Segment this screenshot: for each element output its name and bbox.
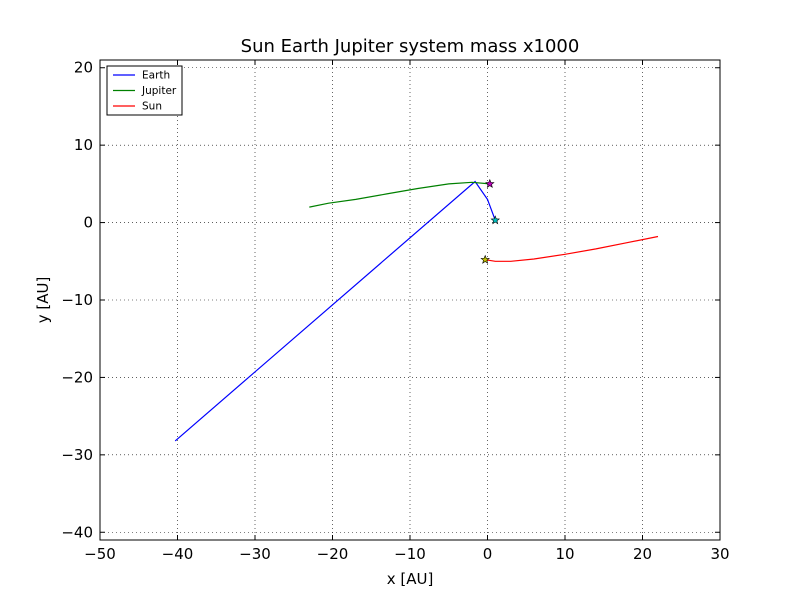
x-tick-label: −10: [394, 545, 426, 563]
start-marker-earth: [490, 215, 501, 225]
x-axis-label: x [AU]: [387, 570, 434, 588]
y-tick-label: 10: [74, 136, 93, 154]
axis-ticks: −50 −40 −30 −20 −10 0 10 20 30 −40 −30 −20 −10 0 10 20: [61, 59, 729, 563]
start-marker-sun: [480, 254, 490, 264]
x-tick-label: −30: [239, 545, 271, 563]
legend-label-sun: Sun: [142, 101, 162, 113]
x-tick-label: −50: [84, 545, 116, 563]
x-tick-label: 10: [555, 545, 574, 563]
x-tick-label: −40: [162, 545, 194, 563]
start-marker-jupiter: [485, 178, 495, 188]
chart-title: Sun Earth Jupiter system mass x1000: [241, 36, 580, 57]
y-axis-label: y [AU]: [34, 277, 52, 324]
y-tick-label: −20: [61, 368, 93, 386]
legend-label-earth: Earth: [142, 70, 170, 82]
legend-label-jupiter: Jupiter: [141, 85, 177, 97]
y-tick-label: −30: [61, 446, 93, 464]
y-tick-label: 0: [83, 214, 93, 232]
legend: Earth Jupiter Sun: [106, 65, 183, 116]
x-tick-label: −20: [317, 545, 349, 563]
y-tick-label: −40: [61, 523, 93, 541]
x-tick-label: 30: [710, 545, 729, 563]
series-line-jupiter: [309, 181, 490, 208]
series-line-sun: [485, 235, 659, 262]
series-line-earth: [174, 180, 496, 442]
series-group: [174, 178, 659, 442]
y-tick-label: −10: [61, 291, 93, 309]
y-tick-label: 20: [74, 59, 93, 77]
grid-lines: [100, 60, 720, 540]
x-tick-label: 20: [633, 545, 652, 563]
x-tick-label: 0: [483, 545, 493, 563]
